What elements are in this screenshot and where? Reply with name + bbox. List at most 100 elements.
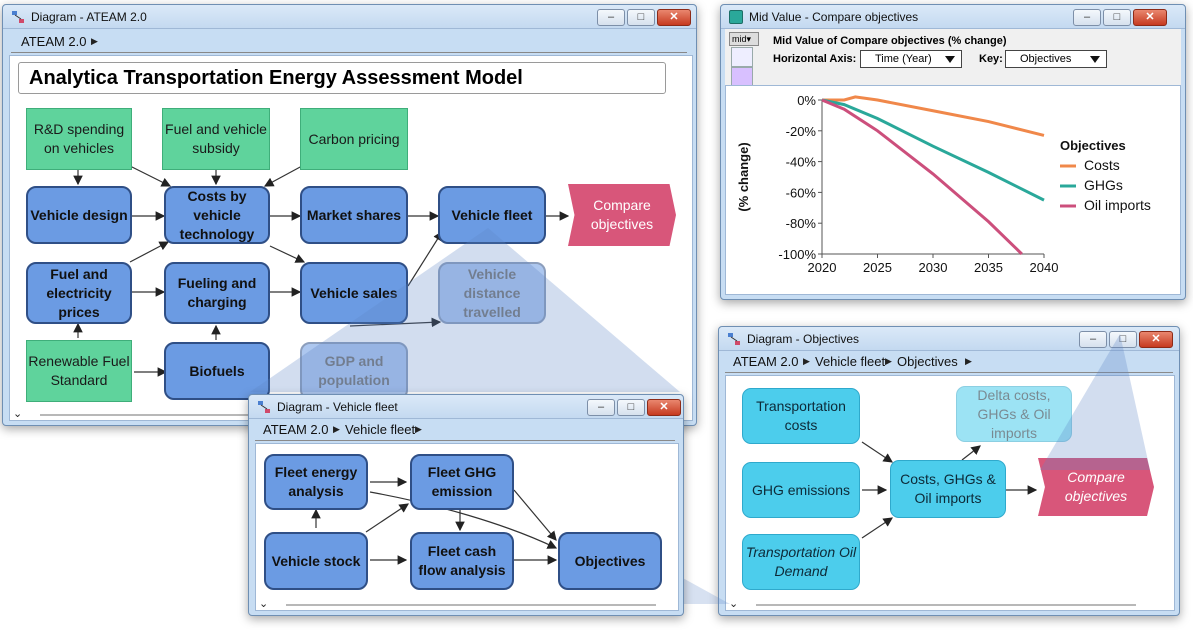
chart-window: Mid Value - Compare objectives – □ ✕ mid… [720,4,1186,300]
fleet-canvas[interactable]: Fleet energy analysis Fleet GHG emission… [255,443,679,611]
objectives-arrows [861,441,1038,539]
result-icon [729,10,743,24]
objectives-window-title: Diagram - Objectives [747,332,860,346]
diagram-icon [258,401,270,413]
node-fuel-vehicle-subsidy[interactable]: Fuel and vehicle subsidy [162,108,270,170]
node-vehicle-sales[interactable]: Vehicle sales [300,262,408,324]
node-rd-spending[interactable]: R&D spending on vehicles [26,108,132,170]
fleet-horizontal-scrollbar[interactable] [286,604,656,606]
chart-maximize-button[interactable]: □ [1103,9,1131,26]
obj-maximize-button[interactable]: □ [1109,331,1137,348]
main-diagram-arrows [73,165,570,377]
legend-entry: Oil imports [1084,197,1151,213]
line-chart: 0% -20% -40% -60% -80% -100%2020 2025 2030 2035 2… [736,93,1151,275]
main-diagram-window: Diagram - ATEAM 2.0 – □ ✕ ATEAM 2.0 ▶ An… [2,4,697,426]
chart-minimize-button[interactable]: – [1073,9,1101,26]
y-tick-label: -80% [786,216,817,231]
graph-view-icon[interactable] [731,67,753,87]
objectives-canvas[interactable]: Transportation costs GHG emissions Trans… [725,375,1175,611]
dropdown-arrow-icon [945,56,955,63]
obj-minimize-button[interactable]: – [1079,331,1107,348]
mid-button[interactable]: mid▾ [729,32,759,46]
fleet-close-button[interactable]: ✕ [647,399,681,416]
node-fuel-electricity-prices[interactable]: Fuel and electricity prices [26,262,132,324]
close-button[interactable]: ✕ [657,9,691,26]
node-transportation-oil-demand[interactable]: Transportation Oil Demand [742,534,860,590]
horizontal-axis-select[interactable]: Time (Year) [860,50,962,68]
node-compare-objectives-2[interactable]: Compare objectives [1038,458,1154,516]
node-compare-objectives[interactable]: Compare objectives [568,184,676,246]
node-costs-by-technology[interactable]: Costs by vehicle technology [164,186,270,244]
x-tick-label: 2025 [863,260,892,275]
breadcrumb-arrow-icon: ▶ [91,36,98,46]
horizontal-axis-value: Time (Year) [875,53,932,65]
minimize-button[interactable]: – [597,9,625,26]
chart-heading: Mid Value of Compare objectives (% chang… [773,35,1007,47]
dropdown-arrow-icon [1090,56,1100,63]
main-diagram-canvas[interactable]: Analytica Transportation Energy Assessme… [9,55,693,421]
node-vehicle-stock[interactable]: Vehicle stock [264,532,368,590]
breadcrumb-item-objectives[interactable]: Objectives [897,354,958,369]
node-vehicle-distance[interactable]: Vehicle distance travelled [438,262,546,324]
diagram-icon [728,333,740,345]
node-fleet-cash-flow[interactable]: Fleet cash flow analysis [410,532,514,590]
node-fleet-energy-analysis[interactable]: Fleet energy analysis [264,454,368,510]
objectives-window-titlebar[interactable]: Diagram - Objectives – □ ✕ [719,327,1179,351]
chevron-down-icon[interactable]: ⌄ [729,598,739,610]
fleet-window-titlebar[interactable]: Diagram - Vehicle fleet – □ ✕ [249,395,683,419]
breadcrumb-item-vehicle-fleet[interactable]: Vehicle fleet [815,354,886,369]
chevron-down-icon[interactable]: ⌄ [259,598,269,610]
chart-close-button[interactable]: ✕ [1133,9,1167,26]
chart-area[interactable]: 0% -20% -40% -60% -80% -100% 2020 2025 2030 2035 2… [725,85,1181,295]
node-costs-ghgs-oil-imports[interactable]: Costs, GHGs & Oil imports [890,460,1006,518]
node-market-shares[interactable]: Market shares [300,186,408,244]
x-tick-label: 2035 [974,260,1003,275]
x-tick-label: 2020 [808,260,837,275]
objectives-window: Diagram - Objectives – □ ✕ ATEAM 2.0 ▶ V… [718,326,1180,616]
x-tick-label: 2030 [919,260,948,275]
node-fleet-ghg-emission[interactable]: Fleet GHG emission [410,454,514,510]
breadcrumb-item-vehicle-fleet[interactable]: Vehicle fleet [345,422,416,437]
key-label: Key: [979,53,1003,65]
main-window-titlebar[interactable]: Diagram - ATEAM 2.0 – □ ✕ [3,5,696,29]
key-value: Objectives [1020,53,1072,65]
chevron-down-icon[interactable]: ⌄ [13,408,23,420]
vehicle-fleet-window: Diagram - Vehicle fleet – □ ✕ ATEAM 2.0 … [248,394,684,616]
node-gdp-population[interactable]: GDP and population [300,342,408,400]
node-objectives[interactable]: Objectives [558,532,662,590]
key-select[interactable]: Objectives [1005,50,1107,68]
obj-close-button[interactable]: ✕ [1139,331,1173,348]
main-window-title: Diagram - ATEAM 2.0 [31,10,147,24]
node-delta-costs[interactable]: Delta costs, GHGs & Oil imports [956,386,1072,442]
breadcrumb-arrow-icon: ▶ [415,424,422,434]
series-line-costs [822,95,1045,137]
y-tick-label: 0% [797,93,816,108]
node-renewable-fuel-standard[interactable]: Renewable Fuel Standard [26,340,132,402]
node-fueling-charging[interactable]: Fueling and charging [164,262,270,324]
node-carbon-pricing[interactable]: Carbon pricing [300,108,408,170]
breadcrumb-item-ateam[interactable]: ATEAM 2.0 [263,422,329,437]
x-tick-label: 2040 [1030,260,1059,275]
node-ghg-emissions[interactable]: GHG emissions [742,462,860,518]
node-vehicle-fleet[interactable]: Vehicle fleet [438,186,546,244]
breadcrumb-item-ateam[interactable]: ATEAM 2.0 [21,34,87,49]
node-biofuels[interactable]: Biofuels [164,342,270,400]
fleet-minimize-button[interactable]: – [587,399,615,416]
objectives-horizontal-scrollbar[interactable] [756,604,1136,606]
horizontal-axis-label: Horizontal Axis: [773,53,857,65]
table-view-icon[interactable] [731,47,753,67]
fleet-maximize-button[interactable]: □ [617,399,645,416]
model-title: Analytica Transportation Energy Assessme… [18,62,666,94]
maximize-button[interactable]: □ [627,9,655,26]
chart-window-titlebar[interactable]: Mid Value - Compare objectives – □ ✕ [721,5,1185,29]
breadcrumb-item-ateam[interactable]: ATEAM 2.0 [733,354,799,369]
fleet-window-title: Diagram - Vehicle fleet [277,400,398,414]
node-transportation-costs[interactable]: Transportation costs [742,388,860,444]
breadcrumb-arrow-icon: ▶ [803,356,810,366]
fleet-breadcrumb: ATEAM 2.0 ▶ Vehicle fleet ▶ [255,419,675,441]
series-line-ghgs [821,98,1045,202]
node-vehicle-design[interactable]: Vehicle design [26,186,132,244]
fleet-arrows [311,477,558,565]
y-tick-label: -40% [786,155,817,170]
chart-window-title: Mid Value - Compare objectives [749,10,919,24]
